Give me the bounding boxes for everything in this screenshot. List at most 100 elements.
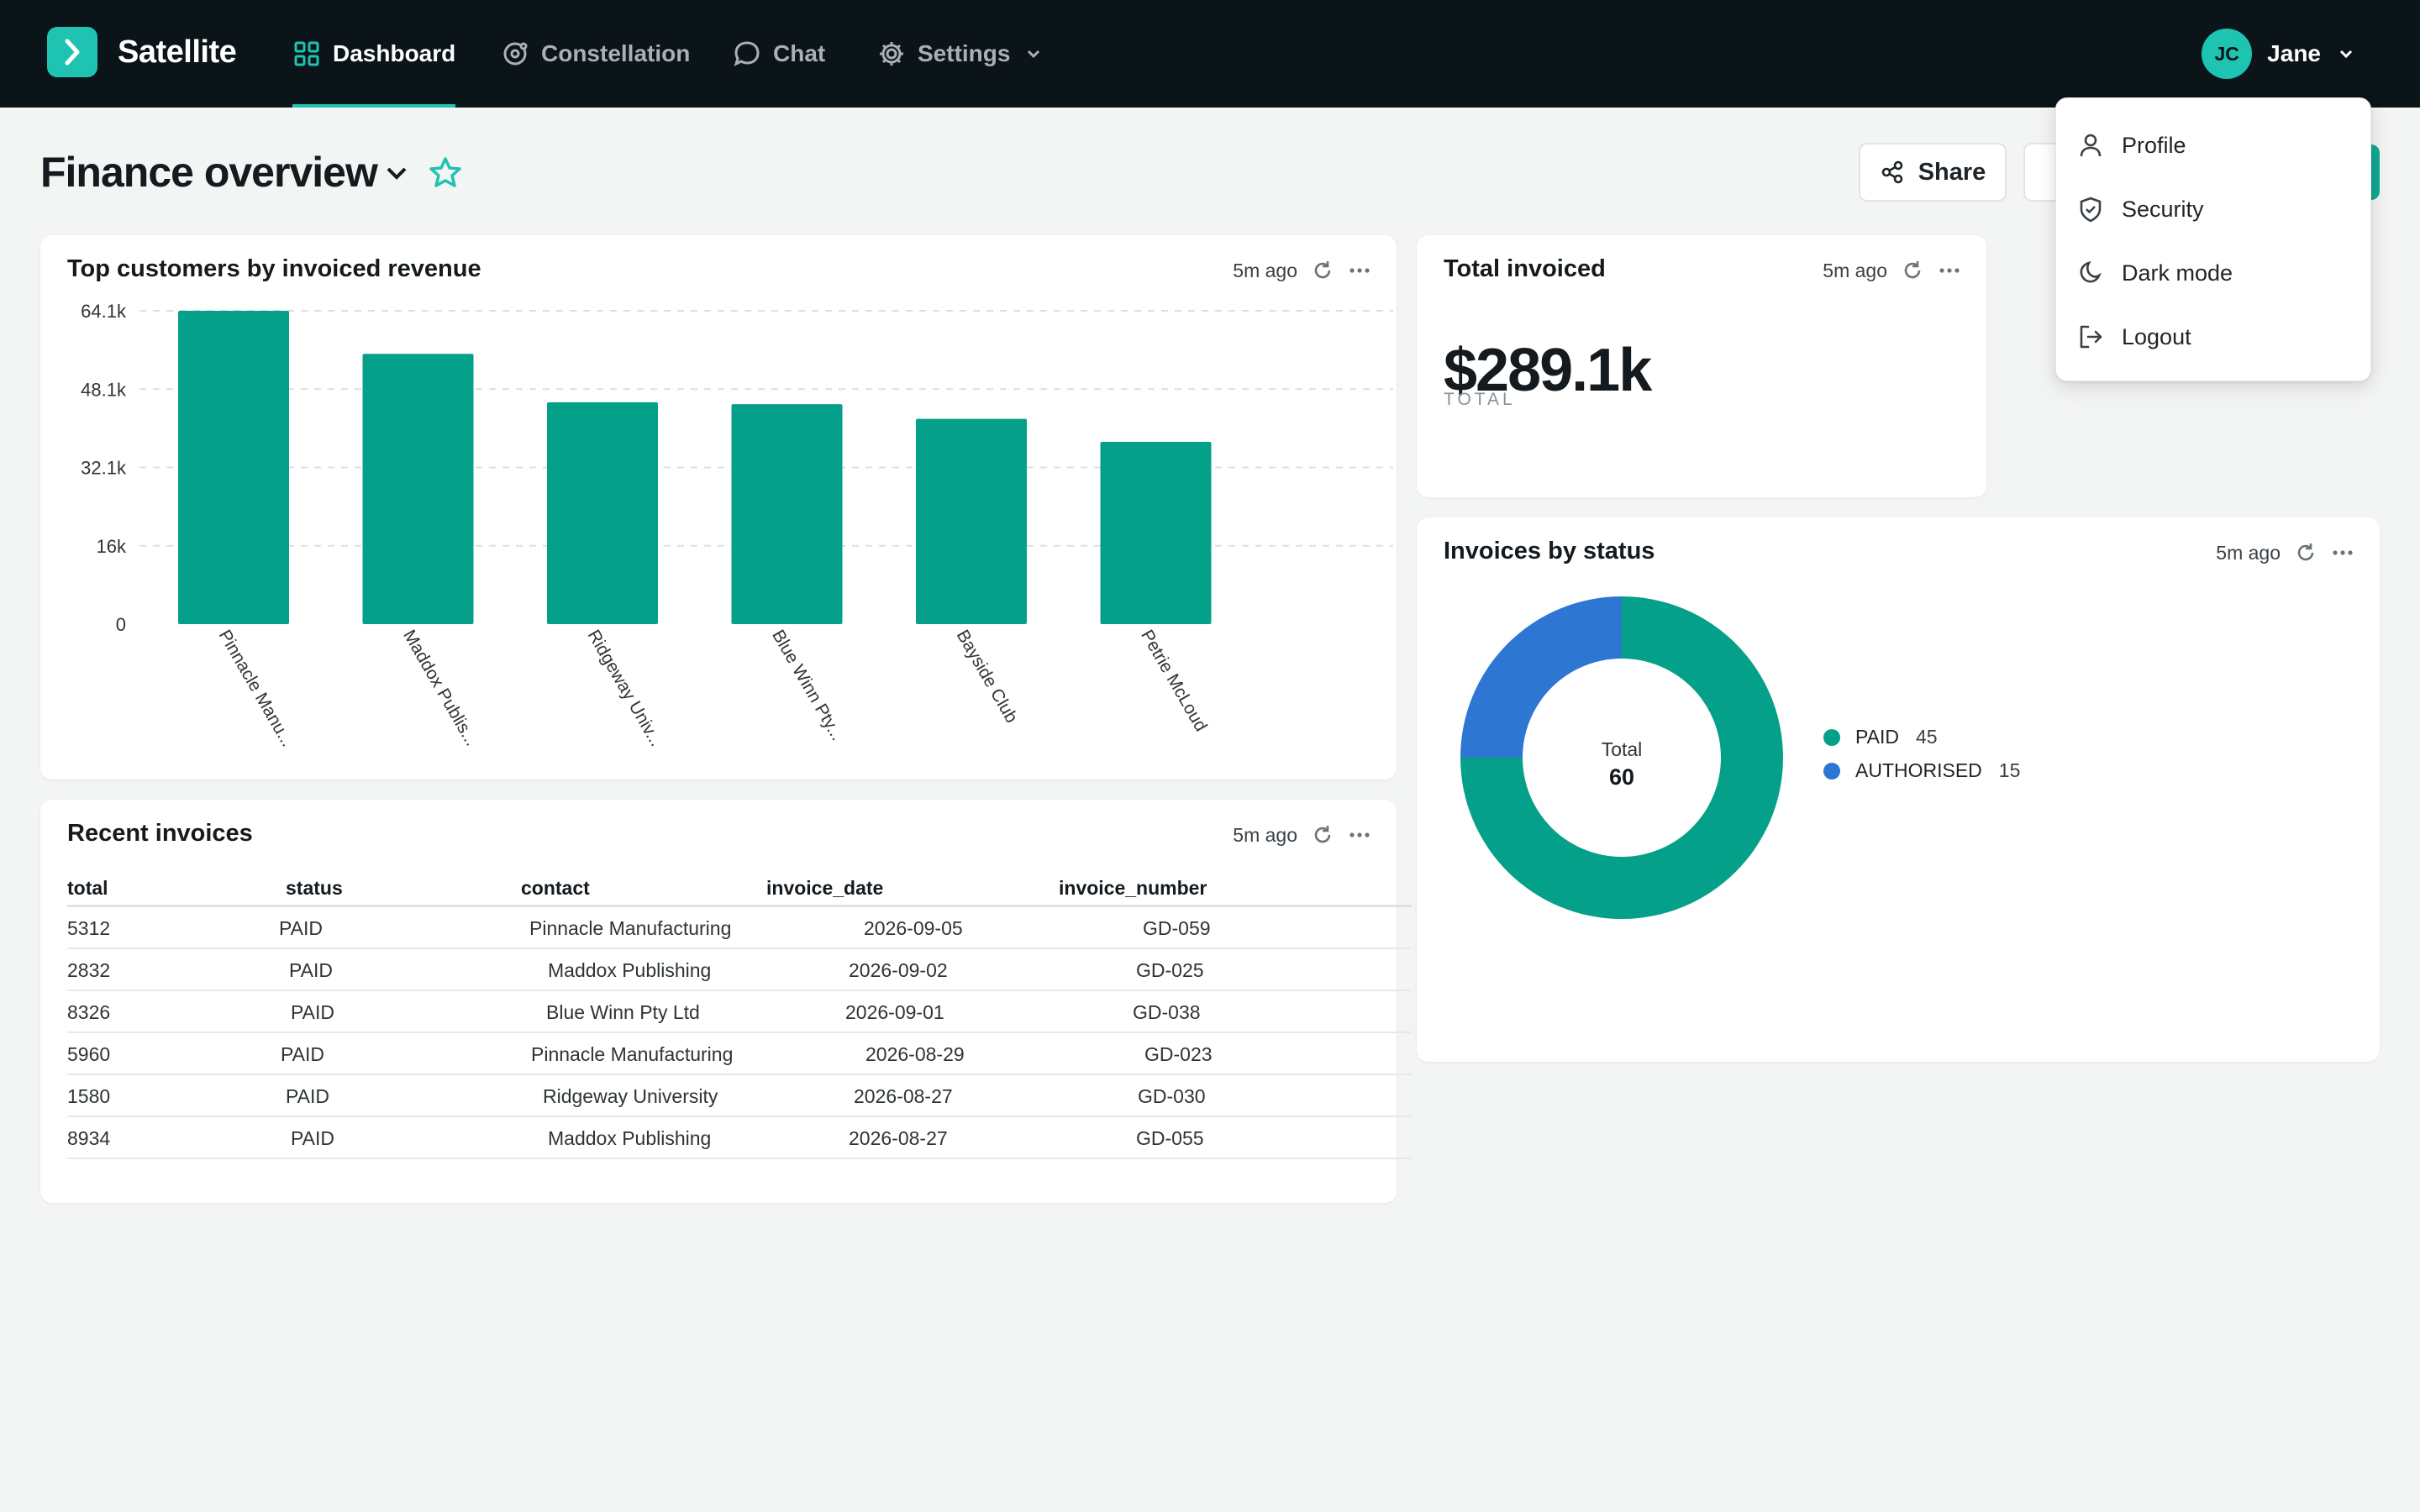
nav-dashboard[interactable]: Dashboard (292, 0, 456, 108)
bar (547, 402, 658, 624)
more-icon[interactable] (1348, 259, 1371, 282)
logout-icon (2076, 323, 2105, 351)
nav-label: Dashboard (333, 40, 456, 66)
cell-invoice-date: 2026-08-29 (865, 1043, 965, 1065)
cell-invoice-number: GD-025 (1136, 959, 1204, 981)
grid-icon (292, 39, 321, 68)
cell-invoice-date: 2026-08-27 (849, 1127, 948, 1149)
chevron-right-icon (47, 27, 97, 77)
column-header[interactable]: contact (521, 877, 590, 899)
cell-contact: Pinnacle Manufacturing (529, 917, 732, 939)
table-row[interactable]: 2832 PAID Maddox Publishing 2026-09-02 G… (67, 949, 1412, 991)
cell-contact: Blue Winn Pty Ltd (546, 1001, 700, 1023)
column-header[interactable]: status (286, 877, 343, 899)
cell-status: PAID (279, 917, 323, 939)
share-label: Share (1918, 158, 1986, 186)
y-tick-label: 32.1k (81, 458, 127, 479)
refresh-icon[interactable] (1901, 259, 1924, 282)
y-tick-label: 16k (97, 536, 127, 557)
gear-icon (877, 39, 906, 68)
table-row[interactable]: 1580 PAID Ridgeway University 2026-08-27… (67, 1075, 1412, 1117)
y-tick-label: 64.1k (81, 301, 127, 322)
card-meta: 5m ago (1823, 259, 1961, 282)
chat-bubble-icon (733, 39, 761, 68)
y-tick-label: 0 (116, 614, 126, 635)
table-row[interactable]: 8326 PAID Blue Winn Pty Ltd 2026-09-01 G… (67, 991, 1412, 1033)
user-menu-toggle[interactable]: JC Jane (2202, 29, 2356, 79)
invoices-table: total status contact invoice_date invoic… (67, 874, 1412, 1159)
table-row[interactable]: 8934 PAID Maddox Publishing 2026-08-27 G… (67, 1117, 1412, 1159)
y-tick-label: 48.1k (81, 379, 127, 400)
brand[interactable]: Satellite (47, 27, 237, 77)
donut-slice-authorised[interactable] (1460, 596, 1622, 758)
cell-total: 2832 (67, 959, 111, 981)
legend-item-paid[interactable]: PAID 45 (1823, 726, 1938, 748)
cell-invoice-number: GD-030 (1138, 1085, 1206, 1107)
menu-item-label: Logout (2122, 323, 2191, 349)
table-row[interactable]: 5312 PAID Pinnacle Manufacturing 2026-09… (67, 907, 1412, 949)
cell-invoice-date: 2026-09-01 (845, 1001, 944, 1023)
cell-invoice-number: GD-055 (1136, 1127, 1204, 1149)
donut-center-label: Total (1602, 738, 1643, 760)
legend-item-authorised[interactable]: AUTHORISED 15 (1823, 759, 2020, 782)
bar-chart: 0 16k 32.1k 48.1k 64.1k Pinnacle Manu... Maddo… (81, 301, 1393, 750)
x-tick-label: Bayside Club (953, 627, 1022, 727)
refresh-icon[interactable] (1311, 823, 1334, 847)
nav-constellation[interactable]: Constellation (501, 0, 690, 108)
nav-chat[interactable]: Chat (733, 0, 825, 108)
menu-item-logout[interactable]: Logout (2076, 312, 2354, 362)
person-icon (2076, 131, 2105, 160)
cell-contact: Pinnacle Manufacturing (531, 1043, 734, 1065)
cell-invoice-number: GD-038 (1133, 1001, 1201, 1023)
card-meta: 5m ago (2216, 541, 2354, 564)
cell-status: PAID (291, 1127, 334, 1149)
card-meta: 5m ago (1233, 823, 1371, 847)
cell-total: 5312 (67, 917, 111, 939)
invoices-by-status-card: Invoices by status 5m ago Total 60 PAID … (1417, 517, 2380, 1062)
page-title: Finance overview (40, 149, 378, 196)
top-navbar: Satellite Dashboard Constellation Chat S… (0, 0, 2420, 108)
menu-item-label: Security (2122, 196, 2204, 222)
more-icon[interactable] (1348, 823, 1371, 847)
legend-label: AUTHORISED (1855, 759, 1982, 781)
share-button[interactable]: Share (1859, 143, 2007, 202)
cell-invoice-date: 2026-09-02 (849, 959, 948, 981)
x-tick-label: Pinnacle Manu... (215, 627, 297, 750)
nav-label: Constellation (541, 40, 691, 66)
menu-item-profile[interactable]: Profile (2076, 120, 2354, 171)
table-row[interactable]: 5960 PAID Pinnacle Manufacturing 2026-08… (67, 1033, 1412, 1075)
refresh-icon[interactable] (2294, 541, 2317, 564)
more-icon[interactable] (1938, 259, 1961, 282)
legend-value: 15 (1998, 759, 2021, 781)
menu-item-dark-mode[interactable]: Dark mode (2076, 248, 2354, 298)
cell-status: PAID (281, 1043, 324, 1065)
card-title: Invoices by status (1444, 538, 1655, 564)
donut-chart: Total 60 (1460, 596, 1783, 919)
column-header[interactable]: total (67, 877, 108, 899)
x-tick-label: Ridgeway Univ... (584, 627, 666, 750)
donut-slice-paid[interactable] (1460, 596, 1783, 919)
star-icon[interactable] (427, 155, 464, 192)
x-tick-label: Maddox Publis... (399, 627, 481, 749)
column-header[interactable]: invoice_number (1059, 877, 1207, 899)
chevron-down-icon[interactable] (380, 156, 413, 190)
menu-item-security[interactable]: Security (2076, 184, 2354, 234)
cell-contact: Ridgeway University (543, 1085, 718, 1107)
user-dropdown-menu: Profile Security Dark mode Logout (2055, 97, 2371, 381)
more-icon[interactable] (2331, 541, 2354, 564)
column-header[interactable]: invoice_date (766, 877, 884, 899)
kpi-value: $289.1k (1444, 337, 1652, 404)
menu-item-label: Dark mode (2122, 260, 2233, 286)
kpi-label: TOTAL (1444, 390, 1516, 409)
card-meta: 5m ago (1233, 259, 1371, 282)
bar (916, 418, 1027, 624)
bar (731, 404, 843, 624)
cell-invoice-number: GD-023 (1144, 1043, 1213, 1065)
updated-time: 5m ago (1823, 259, 1887, 281)
refresh-icon[interactable] (1311, 259, 1334, 282)
table-header: total status contact invoice_date invoic… (67, 874, 1412, 907)
legend-label: PAID (1855, 726, 1899, 748)
nav-settings[interactable]: Settings (877, 0, 1044, 108)
card-title: Total invoiced (1444, 255, 1606, 282)
cell-status: PAID (289, 959, 333, 981)
